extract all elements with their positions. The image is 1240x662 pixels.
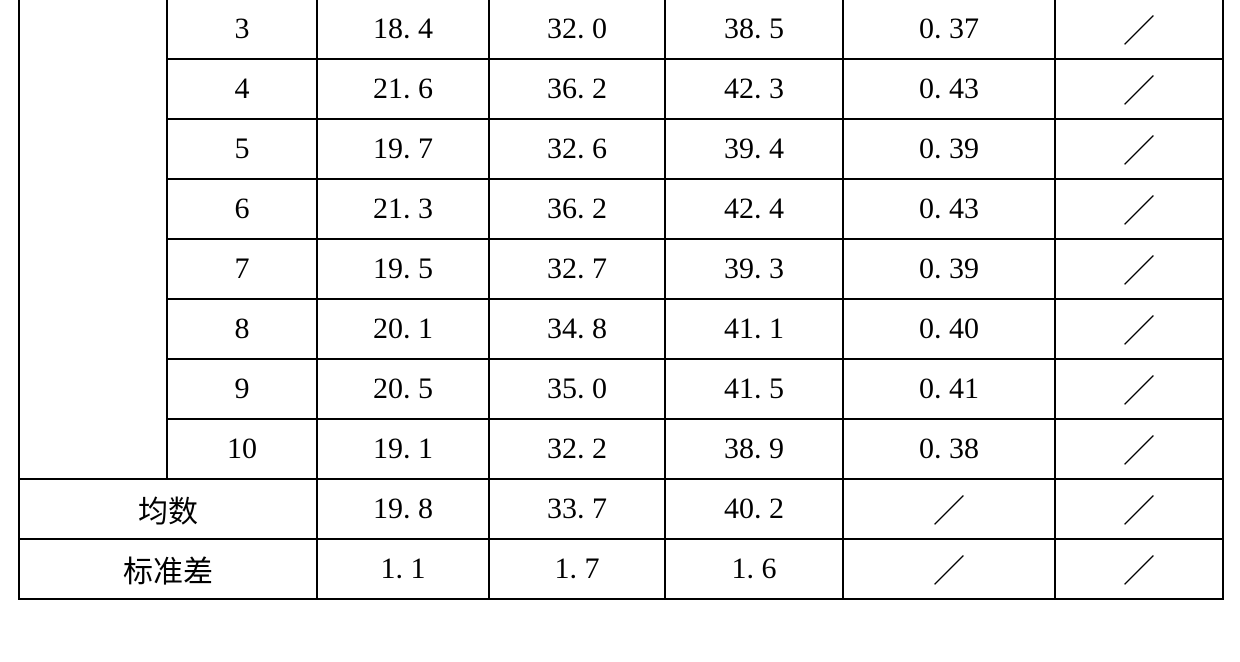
table-row: 3 18. 4 32. 0 38. 5 0. 37 ／ [19,0,1223,59]
cell-d: 0. 39 [843,239,1055,299]
cell-b: 34. 8 [489,299,665,359]
cell-e: ／ [1055,419,1223,479]
summary-label: 标准差 [19,539,317,599]
cell-d: 0. 41 [843,359,1055,419]
cell-c: 42. 3 [665,59,843,119]
cell-b: 33. 7 [489,479,665,539]
cell-b: 1. 7 [489,539,665,599]
cell-a: 18. 4 [317,0,489,59]
cell-b: 32. 0 [489,0,665,59]
cell-d: 0. 39 [843,119,1055,179]
cell-a: 1. 1 [317,539,489,599]
cell-d: 0. 40 [843,299,1055,359]
cell-d: 0. 43 [843,179,1055,239]
cell-a: 21. 3 [317,179,489,239]
cell-d: 0. 38 [843,419,1055,479]
cell-e: ／ [1055,119,1223,179]
table-row: 4 21. 6 36. 2 42. 3 0. 43 ／ [19,59,1223,119]
table-row: 10 19. 1 32. 2 38. 9 0. 38 ／ [19,419,1223,479]
cell-c: 39. 4 [665,119,843,179]
data-table: 3 18. 4 32. 0 38. 5 0. 37 ／ 4 21. 6 36. … [18,0,1224,600]
cell-d: ／ [843,539,1055,599]
cell-c: 38. 9 [665,419,843,479]
table-body: 3 18. 4 32. 0 38. 5 0. 37 ／ 4 21. 6 36. … [19,0,1223,599]
cell-idx: 3 [167,0,317,59]
cell-a: 21. 6 [317,59,489,119]
cell-c: 1. 6 [665,539,843,599]
cell-c: 41. 5 [665,359,843,419]
cell-idx: 6 [167,179,317,239]
table-row: 6 21. 3 36. 2 42. 4 0. 43 ／ [19,179,1223,239]
table-row: 7 19. 5 32. 7 39. 3 0. 39 ／ [19,239,1223,299]
cell-a: 19. 8 [317,479,489,539]
table-row: 8 20. 1 34. 8 41. 1 0. 40 ／ [19,299,1223,359]
cell-a: 20. 1 [317,299,489,359]
cell-a: 19. 7 [317,119,489,179]
cell-b: 36. 2 [489,179,665,239]
table-row: 9 20. 5 35. 0 41. 5 0. 41 ／ [19,359,1223,419]
cell-b: 35. 0 [489,359,665,419]
cell-c: 42. 4 [665,179,843,239]
cell-b: 32. 7 [489,239,665,299]
cell-idx: 4 [167,59,317,119]
summary-label: 均数 [19,479,317,539]
cell-b: 36. 2 [489,59,665,119]
cell-d: 0. 37 [843,0,1055,59]
cell-idx: 9 [167,359,317,419]
table-row: 5 19. 7 32. 6 39. 4 0. 39 ／ [19,119,1223,179]
cell-a: 19. 5 [317,239,489,299]
cell-idx: 10 [167,419,317,479]
cell-e: ／ [1055,539,1223,599]
cell-a: 19. 1 [317,419,489,479]
cell-e: ／ [1055,239,1223,299]
blank-stub-cell [19,0,167,479]
cell-e: ／ [1055,479,1223,539]
cell-c: 40. 2 [665,479,843,539]
cell-e: ／ [1055,179,1223,239]
cell-b: 32. 6 [489,119,665,179]
cell-e: ／ [1055,59,1223,119]
cell-a: 20. 5 [317,359,489,419]
cell-e: ／ [1055,299,1223,359]
cell-idx: 5 [167,119,317,179]
cell-e: ／ [1055,0,1223,59]
cell-c: 41. 1 [665,299,843,359]
cell-d: 0. 43 [843,59,1055,119]
cell-idx: 8 [167,299,317,359]
cell-c: 39. 3 [665,239,843,299]
cell-e: ／ [1055,359,1223,419]
cell-idx: 7 [167,239,317,299]
cell-d: ／ [843,479,1055,539]
cell-b: 32. 2 [489,419,665,479]
summary-row-mean: 均数 19. 8 33. 7 40. 2 ／ ／ [19,479,1223,539]
cell-c: 38. 5 [665,0,843,59]
summary-row-std: 标准差 1. 1 1. 7 1. 6 ／ ／ [19,539,1223,599]
